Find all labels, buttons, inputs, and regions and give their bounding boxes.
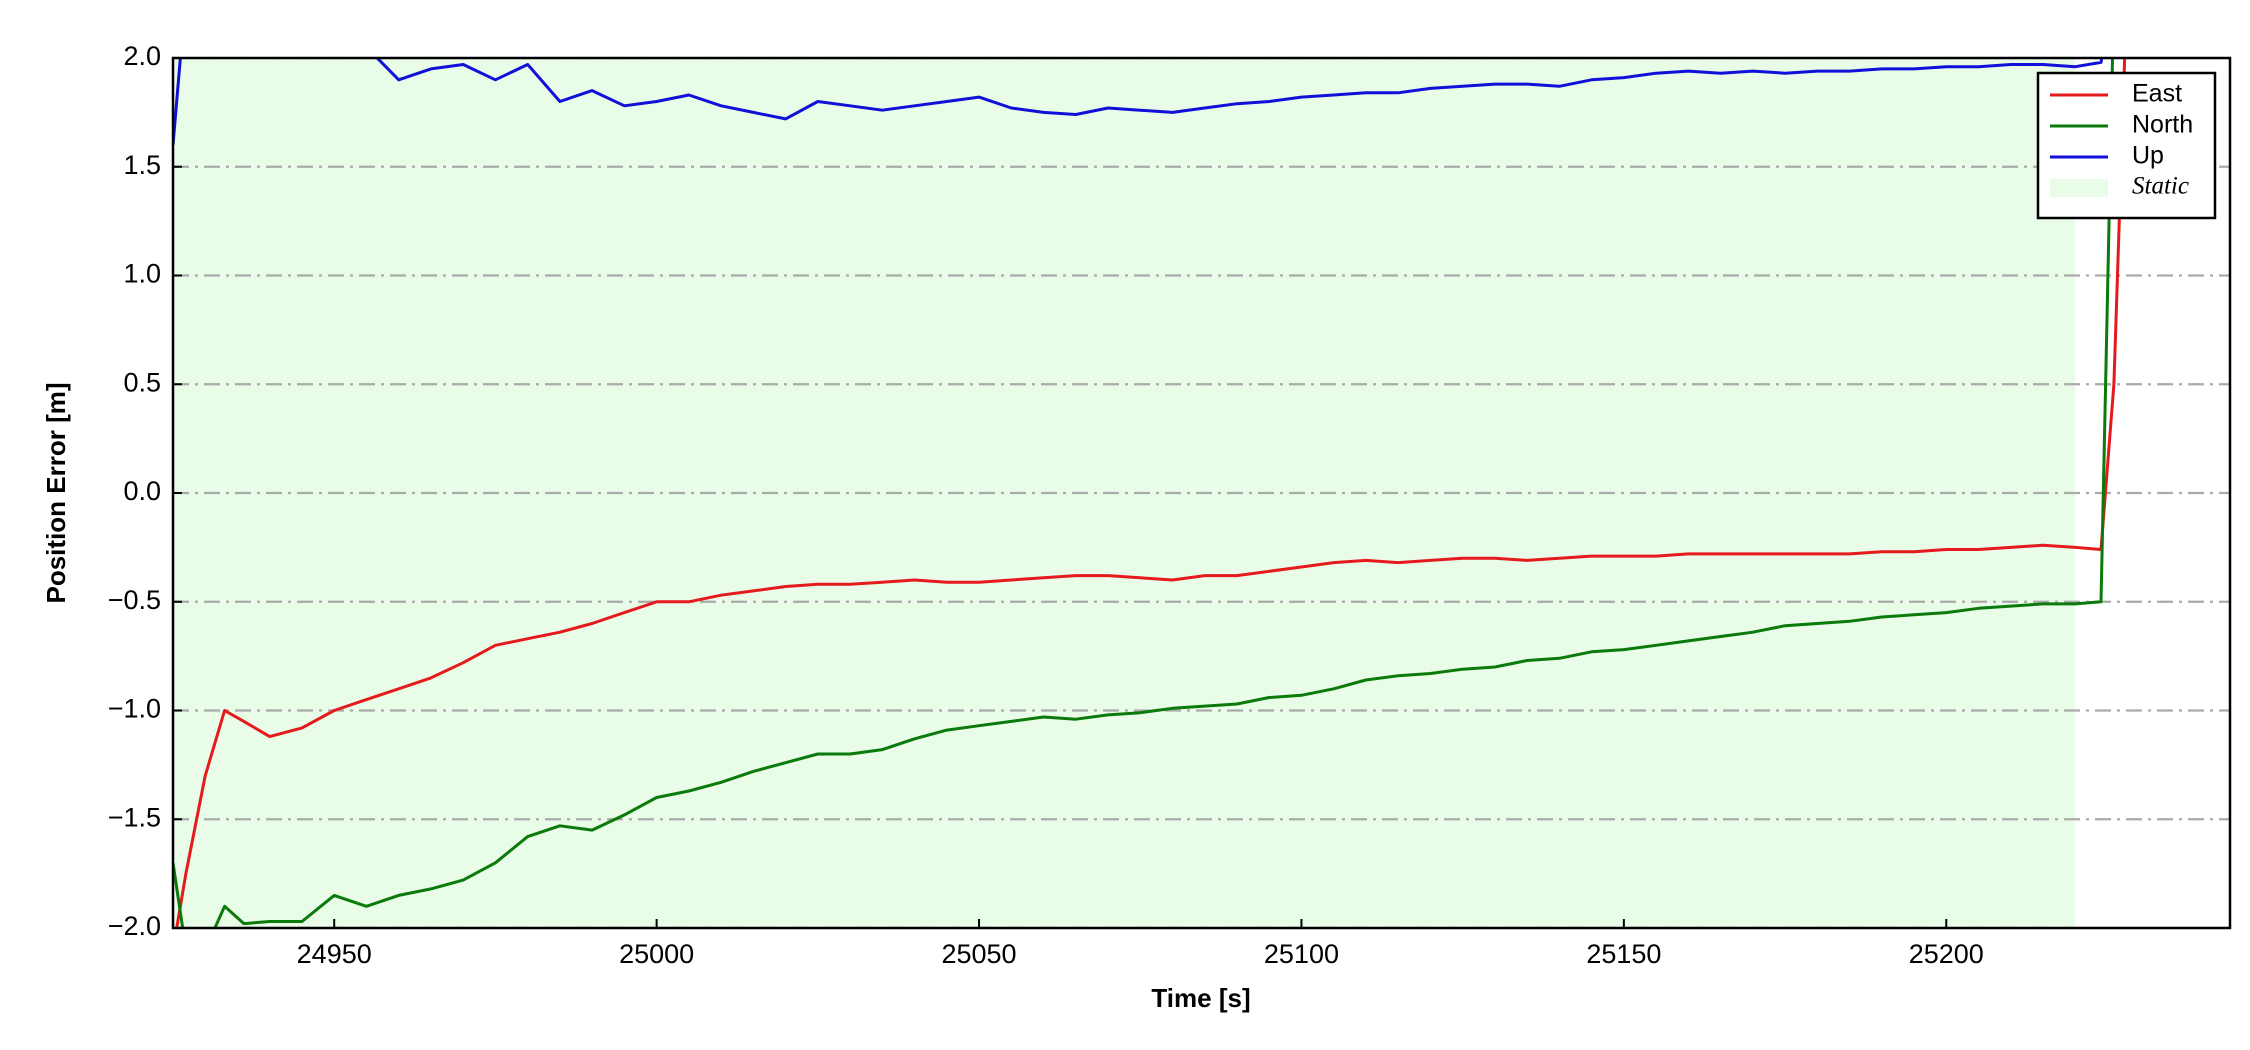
series-line bbox=[175, 58, 2127, 928]
y-tick-label: −1.0 bbox=[108, 694, 161, 724]
y-tick-label: 2.0 bbox=[123, 41, 161, 71]
series-line bbox=[173, 58, 2115, 928]
plot-frame bbox=[171, 56, 2232, 930]
x-tick-label: 25200 bbox=[1909, 939, 1984, 969]
legend: East North Up Static bbox=[2036, 71, 2217, 220]
plot-area bbox=[173, 58, 2230, 928]
series-line bbox=[173, 58, 2104, 146]
legend-swatch bbox=[2050, 179, 2108, 197]
x-tick-label: 24950 bbox=[297, 939, 372, 969]
legend-label: Static bbox=[2132, 173, 2189, 200]
y-tick-label: 0.5 bbox=[123, 367, 161, 397]
x-tick-label: 25100 bbox=[1264, 939, 1339, 969]
legend-label: East bbox=[2132, 80, 2182, 108]
y-tick-label: −2.0 bbox=[108, 911, 161, 941]
legend-label: Up bbox=[2132, 142, 2164, 170]
x-tick-label: 25000 bbox=[619, 939, 694, 969]
y-tick-label: 1.0 bbox=[123, 259, 161, 289]
y-tick-label: 1.5 bbox=[123, 150, 161, 180]
legend-label: North bbox=[2132, 111, 2193, 139]
y-tick-label: 0.0 bbox=[123, 476, 161, 506]
y-tick-label: −0.5 bbox=[108, 585, 161, 615]
y-axis-label: Position Error [m] bbox=[41, 382, 71, 603]
y-tick-label: −1.5 bbox=[108, 802, 161, 832]
x-tick-label: 25050 bbox=[941, 939, 1016, 969]
axes: −2.0 −1.5 −1.0 −0.5 0.0 0.5 1.0 1.5 2.0 24950 2500… bbox=[108, 41, 2232, 969]
x-tick-label: 25150 bbox=[1586, 939, 1661, 969]
x-axis-label: Time [s] bbox=[1151, 983, 1250, 1013]
